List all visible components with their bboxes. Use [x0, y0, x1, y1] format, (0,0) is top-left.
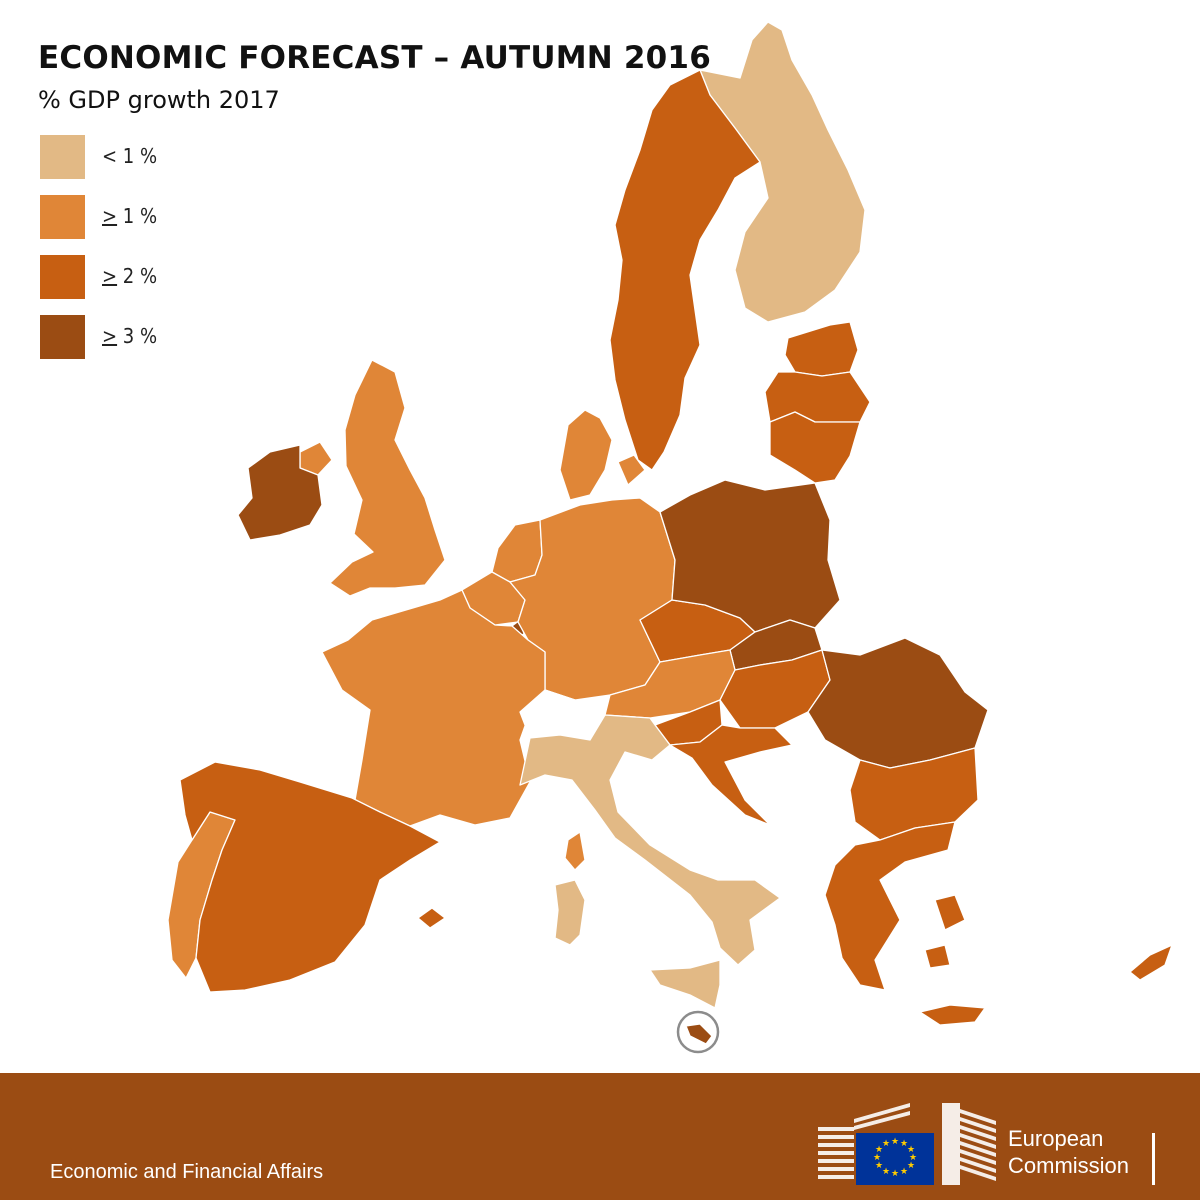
- region-sweden: [609, 69, 761, 471]
- region-france: [321, 589, 546, 827]
- region-croatia: [669, 724, 793, 826]
- page-subtitle: % GDP growth 2017: [38, 86, 280, 114]
- region-austria: [604, 649, 736, 719]
- region-ireland: [237, 444, 323, 541]
- svg-text:★: ★: [907, 1161, 915, 1171]
- svg-text:★: ★: [900, 1167, 908, 1177]
- svg-text:★: ★: [875, 1145, 883, 1155]
- region-latvia: [764, 371, 871, 423]
- svg-text:★: ★: [907, 1145, 915, 1155]
- region-malta: [685, 1023, 713, 1045]
- directorate-label: Economic and Financial Affairs: [50, 1161, 324, 1183]
- region-netherlands: [491, 519, 543, 583]
- region-cyprus: [1129, 944, 1173, 981]
- region-balearic-islands: [417, 907, 446, 929]
- region-estonia: [784, 321, 859, 377]
- svg-text:★: ★: [882, 1167, 890, 1177]
- region-poland: [659, 479, 841, 633]
- legend-item-from-2: > 2 %: [40, 255, 260, 299]
- region-finland: [699, 21, 866, 323]
- region-denmark-islands: [617, 454, 646, 486]
- region-uk: [329, 359, 446, 597]
- region-greek-islands: [934, 894, 966, 931]
- legend-item-below-1: < 1 %: [40, 135, 260, 179]
- svg-text:★: ★: [900, 1139, 908, 1149]
- malta-highlight-circle: [676, 1010, 720, 1054]
- region-sicily: [649, 959, 721, 1009]
- eu-gdp-map: [167, 21, 1173, 1054]
- region-denmark: [559, 409, 613, 501]
- eu-flag-icon: [856, 1133, 934, 1185]
- region-crete: [919, 1004, 986, 1026]
- legend-swatch: [40, 195, 85, 239]
- region-romania: [807, 637, 989, 769]
- legend-swatch: [40, 315, 85, 359]
- legend-label: > 1 %: [102, 204, 158, 228]
- organisation-name-line1: European: [1008, 1126, 1104, 1151]
- organisation-name: European Commission: [1008, 1125, 1129, 1179]
- page-title: ECONOMIC FORECAST – AUTUMN 2016: [38, 40, 711, 76]
- legend-swatch: [40, 135, 85, 179]
- organisation-name-line2: Commission: [1008, 1153, 1130, 1178]
- svg-text:★: ★: [891, 1137, 899, 1147]
- svg-text:★: ★: [891, 1169, 899, 1179]
- legend-label: > 2 %: [102, 264, 158, 288]
- legend-label: < 1 %: [102, 144, 158, 168]
- footer-bar: Economic and Financial Affairs ★ ★ ★ ★ ★ ★ ★…: [0, 1073, 1200, 1200]
- svg-text:★: ★: [875, 1161, 883, 1171]
- region-greece: [824, 821, 956, 991]
- region-italy: [519, 714, 781, 966]
- svg-text:★: ★: [909, 1153, 917, 1163]
- region-sardinia: [554, 879, 586, 946]
- legend-swatch: [40, 255, 85, 299]
- region-lithuania: [769, 411, 861, 484]
- legend-label: > 3 %: [102, 324, 158, 348]
- european-commission-logo: ★ ★★ ★★★ ★★★ ★★★: [818, 1103, 996, 1185]
- legend-item-from-1: > 1 %: [40, 195, 260, 239]
- logo-divider: [1152, 1133, 1155, 1185]
- region-spain: [179, 761, 441, 993]
- region-greek-islands-2: [924, 944, 951, 969]
- region-corsica: [564, 831, 586, 871]
- legend-item-from-3: > 3 %: [40, 315, 260, 359]
- svg-text:★: ★: [882, 1139, 890, 1149]
- svg-text:★: ★: [873, 1153, 881, 1163]
